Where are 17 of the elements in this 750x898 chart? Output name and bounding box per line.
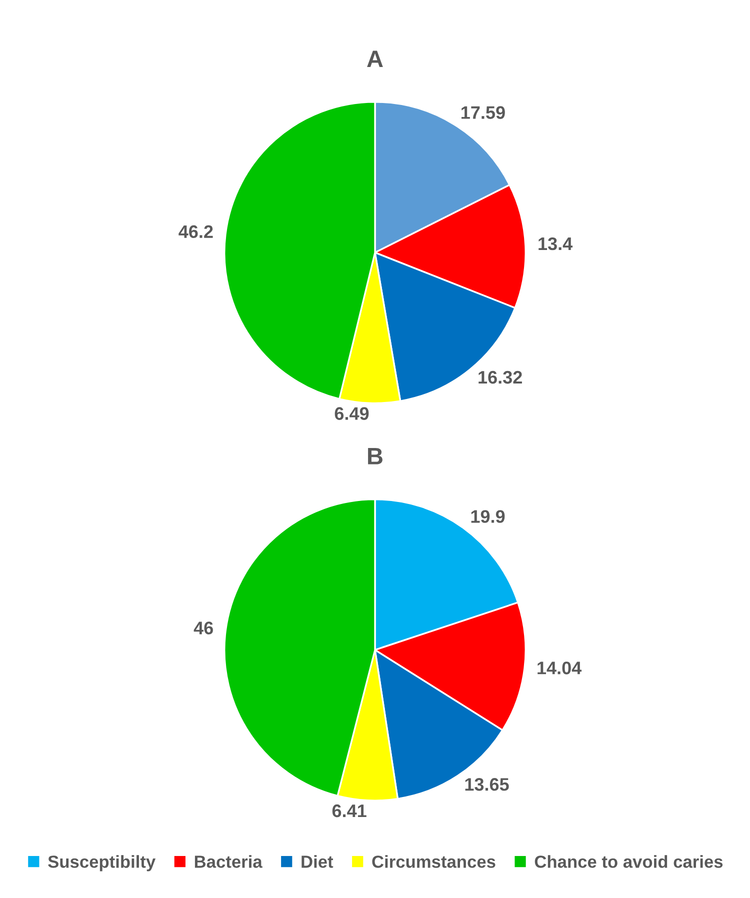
legend-label: Bacteria [194,855,262,868]
data-label: 46 [194,622,213,634]
legend-label: Susceptibilty [48,855,156,872]
data-label: 14.04 [538,662,582,674]
legend-label: Chance to avoid caries [534,855,723,868]
data-label: 46.2 [178,225,213,238]
data-label: 13.4 [538,237,573,250]
legend-label: Circumstances [372,855,496,868]
legend-label: Diet [302,855,334,868]
chart-title: B [368,448,382,464]
data-label: 17.59 [462,106,505,119]
data-label: 6.49 [334,407,369,420]
data-label: 6.41 [332,804,366,818]
data-label: 16.32 [478,370,522,384]
chart-title: A [367,50,383,67]
data-label: 13.65 [465,778,509,791]
data-label: 19.9 [471,510,505,523]
